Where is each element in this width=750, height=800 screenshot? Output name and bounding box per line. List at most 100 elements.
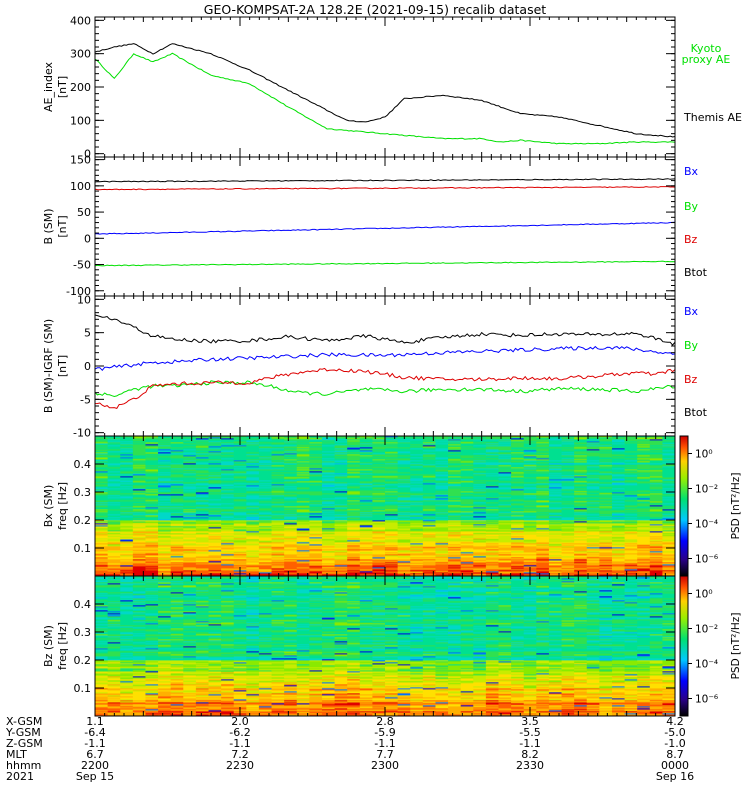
spectrogram-cell [611,480,625,482]
spectrogram-cell [662,514,676,516]
spectrogram-cell [284,533,298,535]
spectrogram-cell [372,517,386,519]
spectrogram-cell [574,486,588,488]
spectrogram-cell [574,515,588,517]
spectrogram-cell [536,569,550,571]
spectrogram-cell [347,487,361,489]
spectrogram-cell [548,553,562,555]
spectrogram-cell [624,510,638,512]
spectrogram-cell [372,486,386,488]
spectrogram-cell [321,488,335,490]
spectrogram-cell [347,541,361,543]
spectrogram-cell [548,530,562,532]
spectrogram-cell [485,537,499,539]
spectrogram-cell [372,550,386,552]
spectrogram-cell [536,528,550,530]
spectrogram-cell [662,542,676,544]
spectrogram-cell [359,504,373,506]
spectrogram-cell [120,555,134,557]
spectrogram-cell [422,496,436,498]
spectrogram-cell [624,498,638,500]
spectrogram-cell [296,534,310,536]
spectrogram-cell [120,545,134,547]
spectrogram-cell [611,538,625,540]
spectrogram-cell [158,490,172,492]
spectrogram-cell [321,555,335,557]
spectrogram-cell [586,492,600,494]
spectrogram-cell [334,563,348,565]
spectrogram-cell [208,497,222,499]
spectrogram-cell [359,519,373,521]
spectrogram-cell [662,500,676,502]
spectrogram-cell [611,568,625,570]
spectrogram-cell [107,551,121,553]
spectrogram-cell [233,560,247,562]
spectrogram-cell [624,561,638,563]
y-tick-label: 10 [77,293,91,306]
spectrogram-cell [170,495,184,497]
spectrogram-cell [662,508,676,510]
spectrogram-cell [485,508,499,510]
spectrogram-cell [246,552,260,554]
spectrogram-cell [145,495,159,497]
spectrogram-cell [347,557,361,559]
spectrogram-cell [385,571,399,573]
spectrogram-cell [473,508,487,510]
spectrogram-cell [271,541,285,543]
spectrogram-cell [309,524,323,526]
spectrogram-cell [183,516,197,518]
spectrogram-cell [422,543,436,545]
spectrogram-cell [422,493,436,495]
spectrogram-cell [574,531,588,533]
spectrogram-cell [359,563,373,565]
spectrogram-cell [599,505,613,507]
spectrogram-cell [246,546,260,548]
spectrogram-cell [473,545,487,547]
spectrogram-cell [347,522,361,524]
spectrogram-cell [649,543,663,545]
spectrogram-cell [574,540,588,542]
spectrogram-cell [107,539,121,541]
spectrogram-cell [246,486,260,488]
spectrogram-cell [586,548,600,550]
spectrogram-cell [498,531,512,533]
spectrogram-cell [422,526,436,528]
spectrogram-cell [599,495,613,497]
spectrogram-cell [548,509,562,511]
spectrogram-cell [649,531,663,533]
spectrogram-cell [246,564,260,566]
spectrogram-cell [233,493,247,495]
spectrogram-cell [296,557,310,559]
spectrogram-cell [359,491,373,493]
spectrogram-cell [662,523,676,525]
spectrogram-cell [309,566,323,568]
spectrogram-cell [485,554,499,556]
spectrogram-cell [132,515,146,517]
spectrogram-cell [649,523,663,525]
spectrogram-cell [195,527,209,529]
spectrogram-cell [221,569,235,571]
spectrogram-cell [195,481,209,483]
spectrogram-cell [284,554,298,556]
spectrogram-cell [473,537,487,539]
spectrogram-cell [586,516,600,518]
spectrogram-cell [246,502,260,504]
spectrogram-cell [548,549,562,551]
spectrogram-cell [498,559,512,561]
spectrogram-cell [347,503,361,505]
spectrogram-cell [208,515,222,517]
spectrogram-cell [195,518,209,520]
spectrogram-cell [359,572,373,574]
spectrogram-cell [132,564,146,566]
spectrogram-cell [561,540,575,542]
spectrogram-cell [233,547,247,549]
spectrogram-cell [284,534,298,536]
spectrogram-cell [195,515,209,517]
spectrogram-cell [498,545,512,547]
spectrogram-cell [574,535,588,537]
spectrogram-cell [296,515,310,517]
spectrogram-cell [195,528,209,530]
spectrogram-cell [599,531,613,533]
spectrogram-cell [132,565,146,567]
